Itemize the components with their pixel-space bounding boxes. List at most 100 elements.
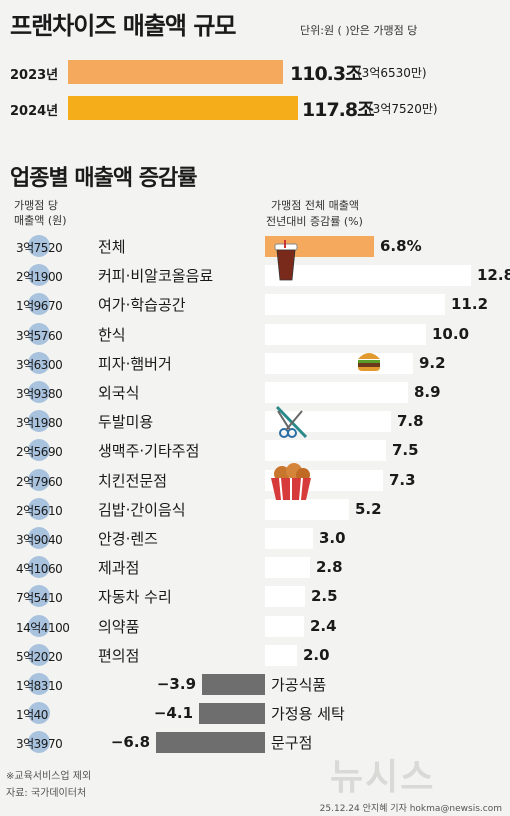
category-label: 외국식	[98, 384, 140, 402]
category-label: 의약품	[98, 618, 140, 636]
value-label: 8.9	[414, 383, 441, 401]
bar	[265, 586, 305, 607]
category-label: 자동차 수리	[98, 588, 172, 606]
value-label: −6.8	[110, 733, 150, 751]
bar	[199, 703, 265, 724]
per-store-sales: 3억6300	[16, 358, 63, 372]
per-store-sales: 3억3970	[16, 737, 63, 751]
per-store-sales: 2억5690	[16, 445, 63, 459]
category-label: 두발미용	[98, 413, 154, 431]
category-label: 문구점	[271, 734, 313, 752]
value-label: 2.0	[303, 646, 330, 664]
bar	[265, 440, 386, 461]
category-label: 가공식품	[271, 676, 327, 694]
right-header-line1: 가맹점 전체 매출액	[271, 199, 359, 212]
bar	[265, 645, 297, 666]
watermark-logo: 뉴시스	[330, 757, 436, 798]
per-store-sales: 3억5760	[16, 329, 63, 343]
sales-marker	[28, 585, 50, 607]
bar	[265, 616, 304, 637]
per-store-sales: 2억7960	[16, 475, 63, 489]
per-store-sales: 3억9040	[16, 533, 63, 547]
per-store-sales: 1억8310	[16, 679, 63, 693]
value-label: 10.0	[432, 325, 470, 343]
sales-marker	[28, 235, 50, 257]
value-label: 3.0	[319, 529, 346, 547]
bar	[265, 265, 471, 286]
sales-marker	[28, 469, 50, 491]
hair-tools-icon	[275, 405, 308, 439]
value-label: 12.8	[477, 266, 510, 284]
bar	[265, 353, 413, 374]
value-label: 6.8%	[380, 237, 422, 255]
total-value-2023: 110.3조	[290, 63, 363, 85]
sales-marker	[28, 527, 50, 549]
sales-marker	[28, 439, 50, 461]
per-store-2023: (3억6530만)	[357, 66, 427, 80]
value-label: 2.4	[310, 617, 337, 635]
value-label: −4.1	[153, 704, 193, 722]
value-label: 7.5	[392, 441, 419, 459]
sales-marker	[28, 556, 50, 578]
sales-marker	[28, 731, 50, 753]
category-label: 치킨전문점	[98, 472, 168, 490]
sales-marker	[28, 644, 50, 666]
value-label: 2.5	[311, 587, 338, 605]
sales-marker	[28, 352, 50, 374]
section-title: 업종별 매출액 증감률	[10, 166, 197, 191]
category-label: 전체	[98, 238, 126, 256]
bar	[265, 324, 426, 345]
value-label: 5.2	[355, 500, 382, 518]
per-store-2024: (3억7520만)	[368, 102, 438, 116]
sales-marker	[28, 673, 50, 695]
left-header-line2: 매출액 (원)	[14, 214, 67, 227]
sales-marker	[28, 498, 50, 520]
category-label: 한식	[98, 326, 126, 344]
category-label: 여가·학습공간	[98, 296, 186, 314]
year-2024: 2024년	[10, 104, 59, 119]
credit-line: 25.12.24 안지혜 기자 hokma@newsis.com	[319, 804, 502, 814]
footnote: ※교육서비스업 제외	[6, 771, 92, 782]
hamburger-icon	[358, 353, 380, 371]
per-store-sales: 3억9380	[16, 387, 63, 401]
bar	[265, 382, 408, 403]
coffee-cup-icon	[274, 240, 298, 281]
chart-title: 프랜차이즈 매출액 규모	[10, 12, 237, 40]
value-label: −3.9	[156, 675, 196, 693]
fried-chicken-icon	[271, 463, 311, 501]
value-label: 7.3	[389, 471, 416, 489]
per-store-sales: 3억1980	[16, 416, 63, 430]
category-label: 생맥주·기타주점	[98, 442, 200, 460]
per-store-sales: 4억1060	[16, 562, 63, 576]
value-label: 7.8	[397, 412, 424, 430]
unit-note: 단위:원 ( )안은 가맹점 당	[300, 24, 418, 37]
per-store-sales: 14억4100	[16, 621, 70, 635]
sales-marker	[28, 264, 50, 286]
total-value-2024: 117.8조	[302, 99, 375, 121]
category-label: 커피·비알코올음료	[98, 267, 214, 285]
per-store-sales: 1억9670	[16, 299, 63, 313]
value-label: 11.2	[451, 295, 489, 313]
sales-marker	[28, 381, 50, 403]
total-bar-2024	[68, 96, 298, 120]
category-label: 김밥·간이음식	[98, 501, 186, 519]
per-store-sales: 5억2020	[16, 650, 63, 664]
category-label: 안경·렌즈	[98, 530, 158, 548]
sales-marker	[28, 615, 50, 637]
category-label: 제과점	[98, 559, 140, 577]
per-store-sales: 2억5610	[16, 504, 63, 518]
source: 자료: 국가데이터처	[6, 788, 87, 799]
bar	[265, 557, 310, 578]
sales-marker	[28, 323, 50, 345]
year-2023: 2023년	[10, 68, 59, 83]
per-store-sales: 7억5410	[16, 591, 63, 605]
value-label: 9.2	[419, 354, 446, 372]
bar	[202, 674, 265, 695]
category-label: 가정용 세탁	[271, 705, 345, 723]
left-header-line1: 가맹점 당	[14, 199, 58, 212]
per-store-sales: 3억7520	[16, 241, 63, 255]
bar	[265, 294, 445, 315]
category-label: 피자·햄버거	[98, 355, 172, 373]
per-store-sales: 1억40	[16, 708, 48, 722]
bar	[265, 499, 349, 520]
